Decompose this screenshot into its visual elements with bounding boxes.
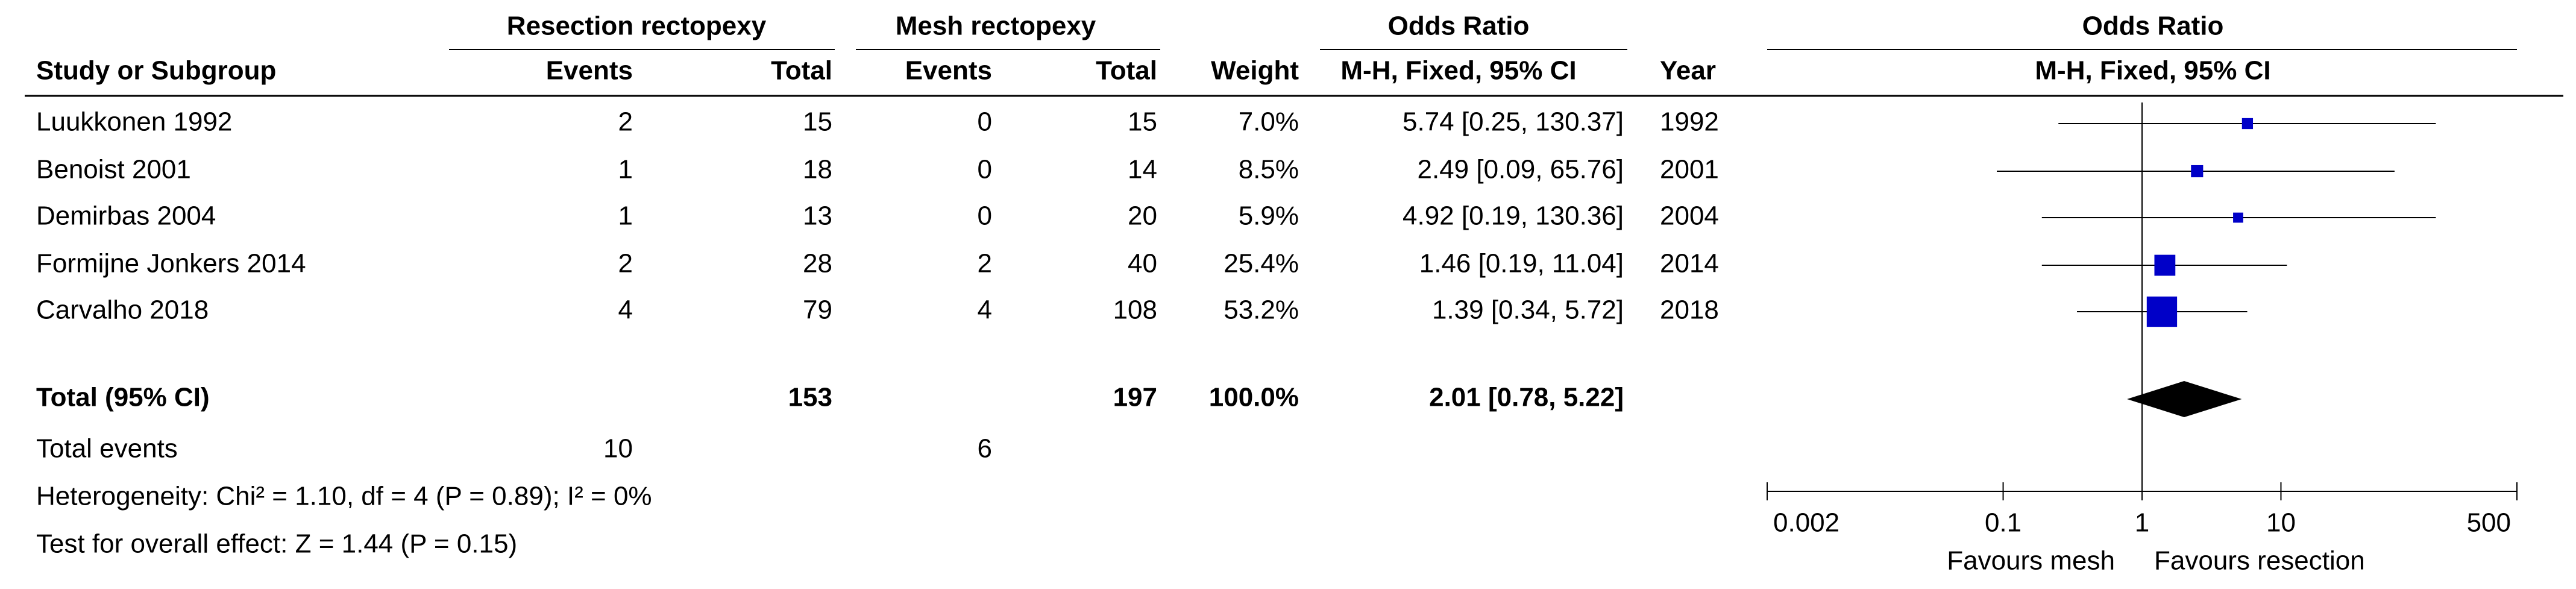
group-header: Odds Ratio xyxy=(1388,11,1530,41)
total-events-resection: 10 xyxy=(603,434,633,464)
column-header: Events xyxy=(546,56,633,86)
study-name: Carvalho 2018 xyxy=(36,295,209,325)
total-weight: 100.0% xyxy=(1209,383,1299,412)
events-resection: 2 xyxy=(618,249,633,279)
column-header: Events xyxy=(905,56,992,86)
group-header: Odds Ratio xyxy=(2082,11,2224,41)
group-header: Resection rectopexy xyxy=(507,11,767,41)
weight: 8.5% xyxy=(1239,155,1299,184)
odds-ratio-ci: 1.39 [0.34, 5.72] xyxy=(1432,295,1624,325)
year: 2001 xyxy=(1660,155,1719,184)
total-mesh: 40 xyxy=(1128,249,1157,279)
study-name: Demirbas 2004 xyxy=(36,201,216,231)
year: 1992 xyxy=(1660,107,1719,137)
favours-left: Favours mesh xyxy=(1947,546,2115,576)
events-resection: 1 xyxy=(618,201,633,231)
odds-ratio-ci: 5.74 [0.25, 130.37] xyxy=(1403,107,1624,137)
total-resection: 79 xyxy=(803,295,832,325)
effect-square xyxy=(2233,212,2243,223)
odds-ratio-ci: 1.46 [0.19, 11.04] xyxy=(1419,249,1624,279)
events-mesh: 4 xyxy=(978,295,992,325)
x-tick-label: 10 xyxy=(2266,508,2296,538)
favours-right: Favours resection xyxy=(2154,546,2365,576)
column-header: M-H, Fixed, 95% CI xyxy=(1340,56,1576,86)
x-tick-label: 500 xyxy=(2467,508,2511,538)
group-header: Mesh rectopexy xyxy=(896,11,1096,41)
year: 2014 xyxy=(1660,249,1719,279)
study-name: Formijne Jonkers 2014 xyxy=(36,249,306,279)
weight: 7.0% xyxy=(1239,107,1299,137)
total-mesh: 108 xyxy=(1113,295,1157,325)
events-mesh: 0 xyxy=(978,201,992,231)
column-header: M-H, Fixed, 95% CI xyxy=(2035,56,2270,86)
study-name: Benoist 2001 xyxy=(36,155,191,184)
pooled-diamond xyxy=(2127,381,2242,417)
total-resection: 153 xyxy=(788,383,832,412)
effect-square xyxy=(2146,296,2178,327)
total-ci: 2.01 [0.78, 5.22] xyxy=(1429,383,1624,412)
column-header: Study or Subgroup xyxy=(36,56,276,86)
total-events-mesh: 6 xyxy=(978,434,992,464)
x-tick-label: 0.1 xyxy=(1985,508,2022,538)
year: 2018 xyxy=(1660,295,1719,325)
total-events-label: Total events xyxy=(36,434,178,464)
x-tick-label: 1 xyxy=(2135,508,2149,538)
x-tick-label: 0.002 xyxy=(1773,508,1839,538)
events-mesh: 0 xyxy=(978,107,992,137)
column-header: Total xyxy=(771,56,832,86)
column-header: Total xyxy=(1096,56,1157,86)
odds-ratio-ci: 4.92 [0.19, 130.36] xyxy=(1403,201,1624,231)
weight: 53.2% xyxy=(1224,295,1299,325)
odds-ratio-ci: 2.49 [0.09, 65.76] xyxy=(1417,155,1624,184)
total-mesh: 20 xyxy=(1128,201,1157,231)
year: 2004 xyxy=(1660,201,1719,231)
total-mesh: 197 xyxy=(1113,383,1157,412)
total-resection: 18 xyxy=(803,155,832,184)
column-header: Weight xyxy=(1211,56,1299,86)
weight: 25.4% xyxy=(1224,249,1299,279)
total-name: Total (95% CI) xyxy=(36,383,210,412)
events-resection: 4 xyxy=(618,295,633,325)
study-name: Luukkonen 1992 xyxy=(36,107,232,137)
heterogeneity: Heterogeneity: Chi² = 1.10, df = 4 (P = … xyxy=(36,482,652,511)
total-resection: 13 xyxy=(803,201,832,231)
effect-square xyxy=(2191,165,2204,178)
total-mesh: 15 xyxy=(1128,107,1157,137)
effect-square xyxy=(2241,118,2254,130)
events-mesh: 2 xyxy=(978,249,992,279)
weight: 5.9% xyxy=(1239,201,1299,231)
events-mesh: 0 xyxy=(978,155,992,184)
total-resection: 15 xyxy=(803,107,832,137)
overall-effect: Test for overall effect: Z = 1.44 (P = 0… xyxy=(36,529,517,559)
total-mesh: 14 xyxy=(1128,155,1157,184)
total-resection: 28 xyxy=(803,249,832,279)
events-resection: 2 xyxy=(618,107,633,137)
events-resection: 1 xyxy=(618,155,633,184)
effect-square xyxy=(2154,254,2176,276)
column-header: Year xyxy=(1660,56,1716,86)
